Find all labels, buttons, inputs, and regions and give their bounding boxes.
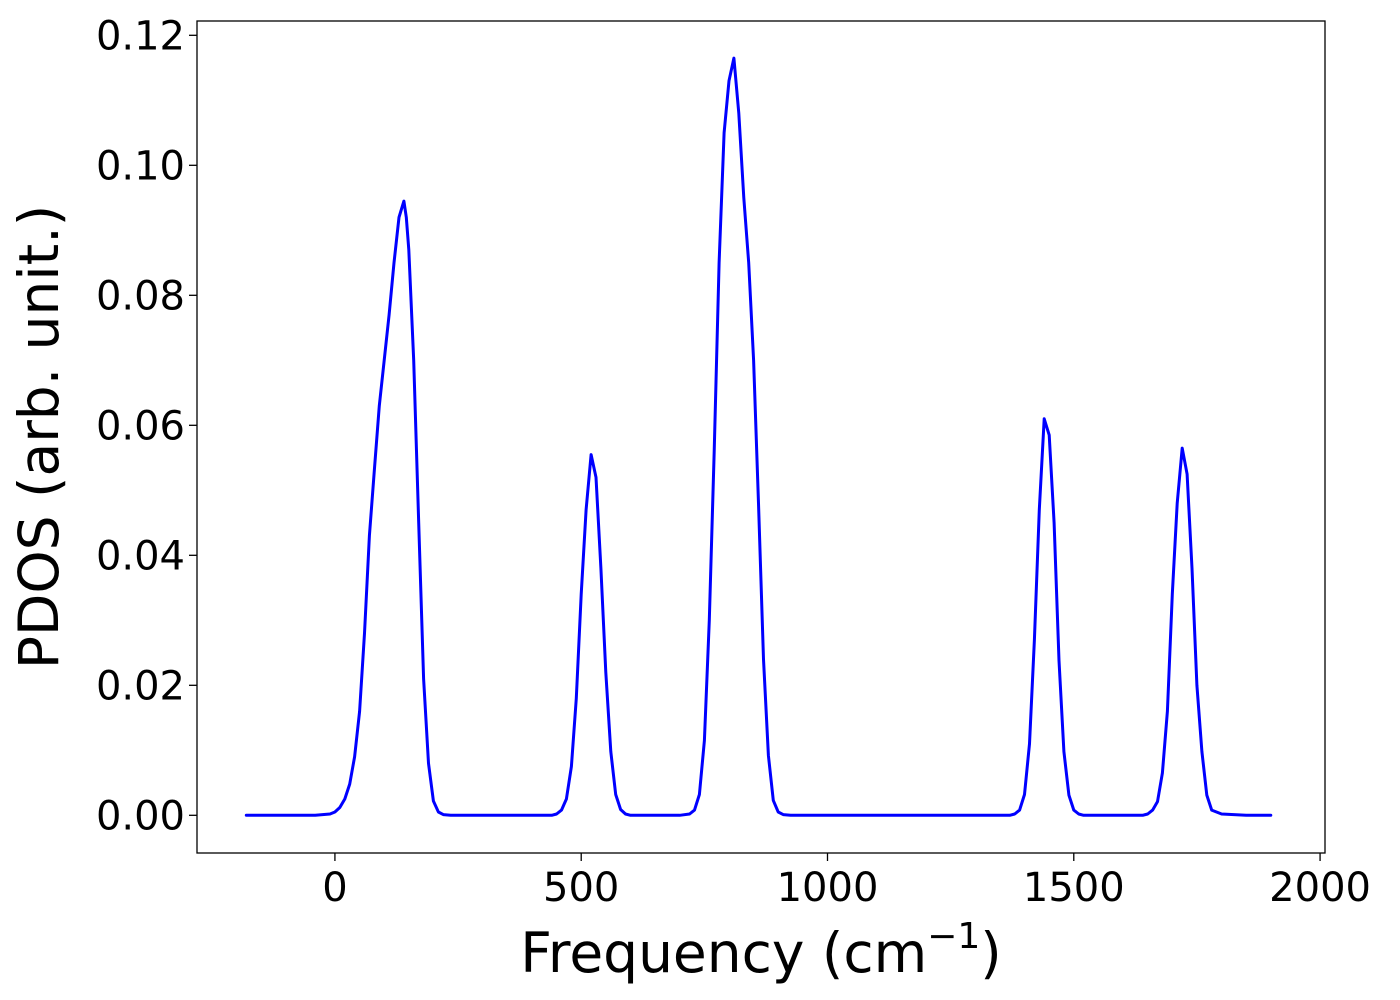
pdos-line (244, 56, 1273, 817)
y-tick-label-0: 0.00 (96, 793, 185, 839)
y-tick-label-6: 0.12 (96, 13, 185, 59)
plot-area (244, 56, 1273, 817)
x-axis-label-close: ) (980, 921, 1001, 985)
x-axis-ticks: 0 500 1000 1500 2000 (322, 853, 1371, 911)
x-tick-label-3: 1500 (1023, 865, 1125, 911)
x-tick-label-0: 0 (322, 865, 347, 911)
x-tick-label-1: 500 (543, 865, 619, 911)
y-axis-ticks: 0.00 0.02 0.04 0.06 0.08 0.10 0.12 (96, 13, 197, 839)
x-tick-label-2: 1000 (777, 865, 879, 911)
y-tick-label-1: 0.02 (96, 663, 185, 709)
x-axis-label: Frequency (cm−1) (520, 916, 1001, 985)
axes-frame (196, 20, 1326, 854)
y-tick-label-2: 0.04 (96, 533, 185, 579)
y-tick-label-4: 0.08 (96, 273, 185, 319)
y-tick-label-5: 0.10 (96, 143, 185, 189)
y-axis-label: PDOS (arb. unit.) (7, 205, 71, 669)
y-tick-label-3: 0.06 (96, 403, 185, 449)
x-tick-label-4: 2000 (1269, 865, 1371, 911)
x-axis-label-superscript: −1 (927, 916, 980, 957)
x-axis-label-text: Frequency (cm (520, 921, 927, 985)
